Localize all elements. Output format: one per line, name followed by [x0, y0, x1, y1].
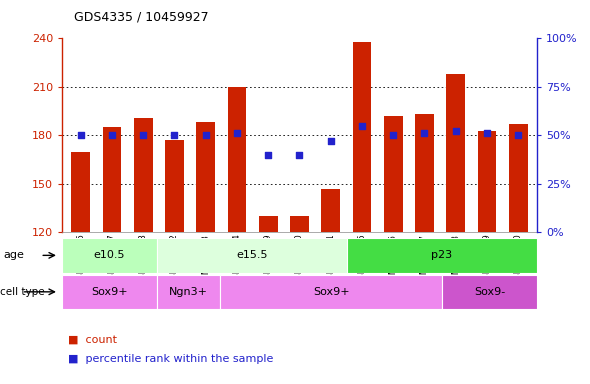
Point: [107, 132, 117, 139]
Bar: [134, 118, 153, 232]
Bar: [446, 74, 465, 232]
Bar: [347, 238, 537, 273]
Bar: [384, 116, 402, 232]
Bar: [157, 275, 220, 309]
Bar: [62, 238, 157, 273]
Bar: [509, 124, 527, 232]
Bar: [290, 216, 309, 232]
Bar: [196, 122, 215, 232]
Bar: [353, 41, 371, 232]
Point: [388, 132, 398, 139]
Text: e15.5: e15.5: [236, 250, 268, 260]
Bar: [165, 140, 184, 232]
Point: [76, 132, 86, 139]
Text: ■  count: ■ count: [68, 335, 117, 345]
Text: Ngn3+: Ngn3+: [169, 287, 208, 297]
Point: [357, 122, 366, 129]
Text: GDS4335 / 10459927: GDS4335 / 10459927: [74, 10, 208, 23]
Bar: [322, 189, 340, 232]
Bar: [103, 127, 122, 232]
Point: [451, 128, 460, 134]
Bar: [415, 114, 434, 232]
Text: Sox9+: Sox9+: [313, 287, 349, 297]
Bar: [220, 275, 442, 309]
Bar: [157, 238, 347, 273]
Point: [482, 130, 491, 136]
Point: [419, 130, 429, 136]
Text: e10.5: e10.5: [94, 250, 125, 260]
Bar: [259, 216, 277, 232]
Text: ■  percentile rank within the sample: ■ percentile rank within the sample: [68, 354, 273, 364]
Bar: [71, 152, 90, 232]
Text: Sox9+: Sox9+: [91, 287, 128, 297]
Text: age: age: [3, 250, 24, 260]
Bar: [228, 87, 246, 232]
Text: p23: p23: [431, 250, 453, 260]
Point: [170, 132, 179, 139]
Point: [326, 138, 335, 144]
Point: [264, 152, 273, 158]
Text: cell type: cell type: [0, 287, 45, 297]
Point: [513, 132, 523, 139]
Point: [294, 152, 304, 158]
Point: [201, 132, 211, 139]
Point: [232, 130, 242, 136]
Point: [139, 132, 148, 139]
Bar: [442, 275, 537, 309]
Text: Sox9-: Sox9-: [474, 287, 505, 297]
Bar: [62, 275, 157, 309]
Bar: [477, 131, 496, 232]
